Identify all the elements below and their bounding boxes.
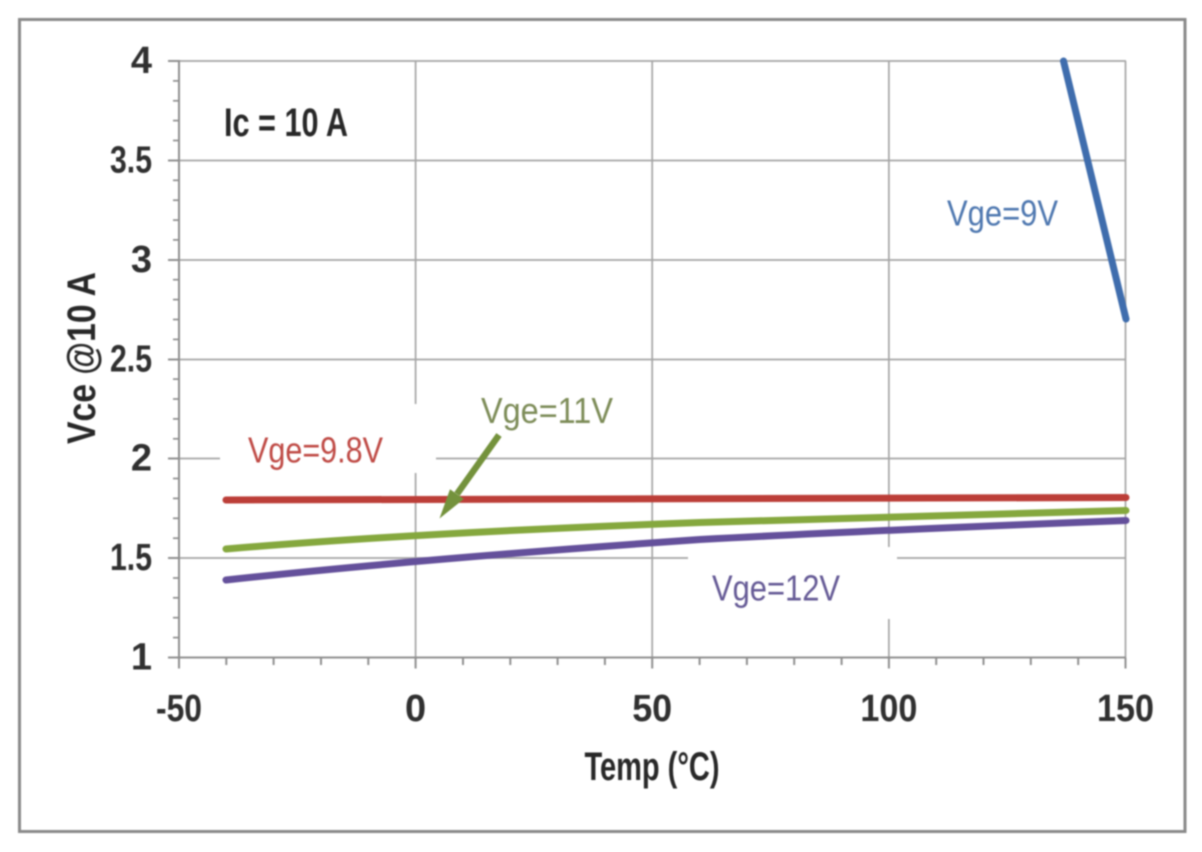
svg-text:100: 100	[860, 688, 917, 730]
svg-text:3: 3	[131, 239, 152, 281]
svg-text:Vge=12V: Vge=12V	[712, 568, 840, 609]
svg-text:3.5: 3.5	[110, 140, 152, 182]
svg-text:Ic = 10 A: Ic = 10 A	[224, 101, 348, 145]
svg-text:Vge=11V: Vge=11V	[481, 390, 613, 431]
svg-text:1: 1	[131, 637, 152, 679]
svg-text:0: 0	[405, 688, 426, 730]
svg-text:150: 150	[1097, 688, 1154, 730]
svg-text:Temp (°C): Temp (°C)	[585, 745, 720, 789]
svg-text:2: 2	[131, 438, 152, 480]
svg-text:Vge=9.8V: Vge=9.8V	[248, 430, 383, 471]
svg-text:4: 4	[131, 40, 152, 82]
svg-text:2.5: 2.5	[110, 339, 152, 381]
svg-text:50: 50	[632, 688, 672, 730]
svg-text:Vce @10 A: Vce @10 A	[60, 272, 104, 444]
svg-text:1.5: 1.5	[110, 537, 152, 579]
svg-text:Vge=9V: Vge=9V	[947, 193, 1058, 234]
svg-text:-50: -50	[156, 688, 202, 730]
